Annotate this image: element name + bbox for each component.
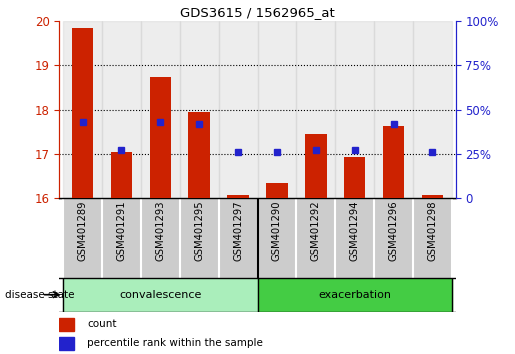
Text: count: count [87,319,116,329]
Bar [150,78,171,198]
Text: exacerbation: exacerbation [318,290,391,300]
Bar [374,21,413,198]
Bar [188,112,210,198]
Title: GDS3615 / 1562965_at: GDS3615 / 1562965_at [180,6,335,19]
Text: disease state: disease state [5,290,75,300]
Bar [296,21,335,198]
Bar [59,337,74,350]
Bar [413,21,452,198]
Bar [72,28,93,198]
Text: GSM401292: GSM401292 [311,201,321,261]
Bar [266,183,288,198]
Bar [422,195,443,198]
Bar [335,21,374,198]
FancyBboxPatch shape [335,198,374,278]
Bar [258,278,452,312]
Bar [344,157,365,198]
Bar [59,318,74,331]
Text: GSM401290: GSM401290 [272,201,282,261]
Bar [63,278,258,312]
Bar [227,195,249,198]
Text: GSM401289: GSM401289 [78,201,88,261]
FancyBboxPatch shape [413,198,452,278]
Text: GSM401295: GSM401295 [194,201,204,261]
Bar [111,152,132,198]
Text: GSM401298: GSM401298 [427,201,437,261]
Text: GSM401294: GSM401294 [350,201,359,261]
Bar [180,21,219,198]
Text: GSM401296: GSM401296 [389,201,399,261]
FancyBboxPatch shape [180,198,219,278]
Text: percentile rank within the sample: percentile rank within the sample [87,338,263,348]
FancyBboxPatch shape [141,198,180,278]
FancyBboxPatch shape [258,198,296,278]
Bar [141,21,180,198]
FancyBboxPatch shape [374,198,413,278]
Bar [63,21,102,198]
Bar [258,21,296,198]
Bar [305,134,327,198]
Text: GSM401293: GSM401293 [156,201,165,261]
FancyBboxPatch shape [63,198,102,278]
Text: convalescence: convalescence [119,290,201,300]
Bar [383,126,404,198]
FancyBboxPatch shape [219,198,258,278]
Bar [219,21,258,198]
Bar [102,21,141,198]
Text: GSM401291: GSM401291 [116,201,126,261]
FancyBboxPatch shape [296,198,335,278]
Text: GSM401297: GSM401297 [233,201,243,261]
FancyBboxPatch shape [102,198,141,278]
